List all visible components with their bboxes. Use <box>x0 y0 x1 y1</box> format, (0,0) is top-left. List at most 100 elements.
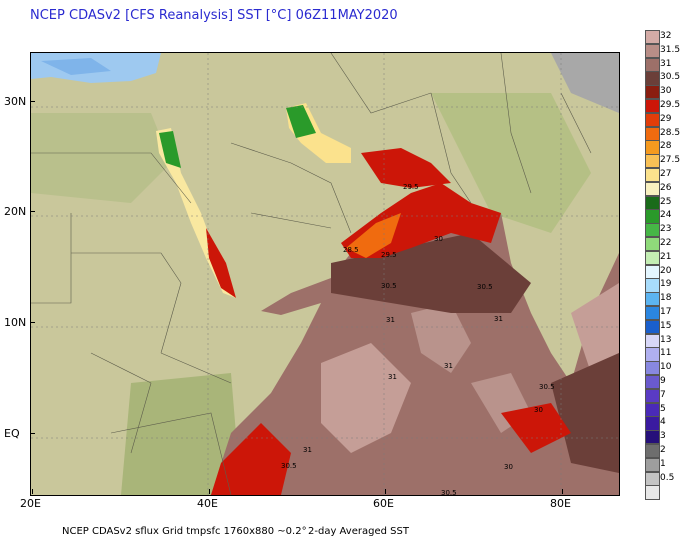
snow-region <box>551 53 619 113</box>
lon-tick <box>32 489 33 494</box>
mediterranean-deep <box>41 58 111 75</box>
colorbar-label: 25 <box>660 196 672 207</box>
contour-label: 30.5 <box>441 489 457 496</box>
lon-label: 20E <box>20 497 41 510</box>
contour-label: 31 <box>494 315 503 323</box>
contour-label: 31 <box>303 446 312 454</box>
colorbar-label: 15 <box>660 320 672 331</box>
red-sea-south <box>206 228 236 298</box>
colorbar-swatch <box>645 112 660 128</box>
colorbar-label: 26 <box>660 182 672 193</box>
chart-title: NCEP CDASv2 [CFS Reanalysis] SST [°C] 06… <box>30 8 398 23</box>
colorbar-swatch <box>645 140 660 155</box>
lat-label: 10N <box>4 316 27 329</box>
colorbar-swatch <box>645 292 660 307</box>
colorbar-swatch <box>645 57 660 72</box>
colorbar-swatch <box>645 319 660 335</box>
contour-label: 29.5 <box>403 183 419 191</box>
colorbar-label: 29.5 <box>660 100 680 110</box>
land-shade-1 <box>31 113 171 203</box>
colorbar-label: 9 <box>660 376 666 386</box>
colorbar-label: 30.5 <box>660 72 680 83</box>
colorbar-swatch <box>645 306 660 321</box>
lat-tick <box>30 101 35 102</box>
colorbar-label: 0.5 <box>660 472 675 483</box>
colorbar-swatch <box>645 181 660 197</box>
colorbar-swatch <box>645 444 660 459</box>
colorbar-label: 29 <box>660 113 672 124</box>
colorbar-label: 13 <box>660 334 672 345</box>
colorbar-label: 20 <box>660 265 672 276</box>
ocean-dark-southeast <box>551 353 619 473</box>
colorbar-swatch <box>645 402 660 417</box>
colorbar-label: 23 <box>660 224 672 235</box>
colorbar-label: 4 <box>660 417 666 428</box>
ocean-patch-warm-2 <box>411 303 471 373</box>
colorbar-swatch <box>645 485 660 500</box>
colorbar-label: 1 <box>660 458 666 469</box>
lat-tick <box>30 433 35 434</box>
colorbar-swatch <box>645 264 660 279</box>
colorbar-label: 5 <box>660 403 666 414</box>
colorbar-swatch <box>645 375 660 390</box>
colorbar-label: 32 <box>660 31 672 41</box>
colorbar-swatch <box>645 250 660 266</box>
gulf-of-oman <box>361 148 451 188</box>
colorbar-label: 31 <box>660 58 672 69</box>
colorbar-swatch <box>645 99 660 114</box>
colorbar-swatch <box>645 278 660 293</box>
lat-tick <box>30 211 35 212</box>
lon-label: 60E <box>373 497 394 510</box>
colorbar-label: 22 <box>660 238 672 248</box>
contour-label: 30 <box>434 235 443 243</box>
contour-label: 30.5 <box>539 383 555 391</box>
red-sea-north <box>159 131 181 168</box>
colorbar-swatch <box>645 195 660 210</box>
colorbar-label: 27 <box>660 169 672 179</box>
footer-source: NCEP CDASv2 sflux Grid tmpsfc 1760x880 ~… <box>62 526 307 537</box>
persian-gulf-north <box>286 105 316 138</box>
colorbar-swatch <box>645 416 660 431</box>
colorbar-label: 21 <box>660 251 672 262</box>
grid-lines <box>31 53 619 495</box>
contour-label: 28.5 <box>343 246 359 254</box>
ocean-patch-warm-3 <box>571 283 619 383</box>
contour-label: 30.5 <box>281 462 297 470</box>
arabian-sea-orange <box>346 213 401 258</box>
colorbar-label: 17 <box>660 307 672 317</box>
colorbar-swatch <box>645 85 660 100</box>
southwest-hot <box>211 423 291 495</box>
colorbar-swatch <box>645 361 660 376</box>
contour-label: 29.5 <box>381 251 397 259</box>
country-borders <box>31 53 592 495</box>
land-shade-2 <box>431 93 591 233</box>
colorbar-label: 30 <box>660 86 672 97</box>
lat-label: 20N <box>4 205 27 218</box>
contour-label: 30.5 <box>477 283 493 291</box>
colorbar-swatch <box>645 168 660 183</box>
contour-label: 30.5 <box>381 282 397 290</box>
sst-map: 29.5 30 28.5 29.5 30.5 30.5 31 31 31 31 31 30.5 30 30… <box>30 52 620 496</box>
lon-tick <box>385 489 386 494</box>
colorbar-label: 28.5 <box>660 127 680 138</box>
colorbar-swatch <box>645 333 660 348</box>
lat-tick <box>30 322 35 323</box>
contour-label: 31 <box>444 362 453 370</box>
southeast-hot <box>501 403 571 453</box>
lon-label: 80E <box>550 497 571 510</box>
colorbar-label: 18 <box>660 293 672 304</box>
colorbar-swatch <box>645 126 660 141</box>
colorbar-label: 10 <box>660 362 672 373</box>
colorbar-swatch <box>645 154 660 169</box>
ocean-patch-warm-1 <box>321 343 411 453</box>
colorbar-swatch <box>645 223 660 238</box>
colorbar-label: 3 <box>660 431 666 442</box>
footer-description: 2-day Averaged SST <box>308 526 409 537</box>
colorbar-swatch <box>645 388 660 404</box>
contour-label: 30 <box>534 406 543 414</box>
lat-label: 30N <box>4 95 27 108</box>
lat-label: EQ <box>4 427 20 440</box>
sst-map-svg <box>31 53 619 495</box>
colorbar-label: 31.5 <box>660 44 680 55</box>
colorbar-label: 19 <box>660 279 672 290</box>
